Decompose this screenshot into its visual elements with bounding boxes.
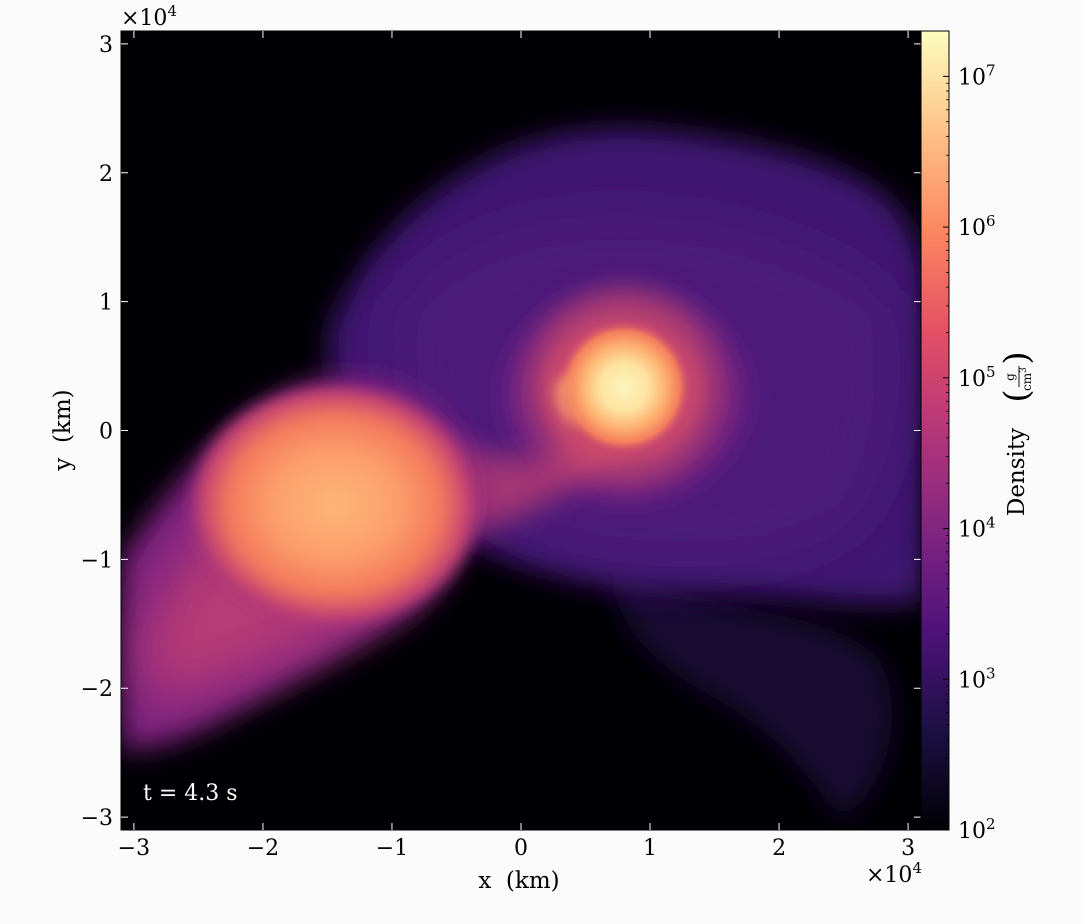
colorbar — [921, 31, 949, 830]
y-tick-label: 2 — [99, 162, 113, 187]
units-denominator: cm3 — [1019, 367, 1034, 391]
colorbar-tick-label: 107 — [958, 61, 996, 90]
y-axis-label: y (km) — [50, 389, 76, 471]
x-axis-label: x (km) — [478, 868, 559, 894]
dense-star — [556, 319, 692, 455]
y-tick-label: 3 — [99, 33, 113, 58]
x-offset-label: ×104 — [866, 859, 922, 888]
colorbar-tick-label: 106 — [958, 212, 996, 241]
x-tick-label: −2 — [247, 836, 279, 861]
colorbar-quantity: Density — [1004, 428, 1030, 516]
x-tick-label: −1 — [376, 836, 408, 861]
y-tick-label: 1 — [99, 291, 113, 316]
y-offset-label: ×104 — [121, 2, 177, 31]
y-tick-label: −1 — [81, 548, 113, 573]
x-tick-label: 1 — [643, 836, 657, 861]
x-tick-label: −3 — [118, 836, 150, 861]
outer-halo-region — [610, 560, 893, 820]
colorbar-ticks: 102 103 104 105 106 107 — [943, 30, 996, 844]
colorbar-tick-label: 102 — [958, 815, 996, 844]
x-axis: −3 −2 −1 0 1 2 3 — [118, 31, 915, 861]
colorbar-tick-label: 103 — [958, 664, 996, 693]
y-tick-label: −2 — [81, 677, 113, 702]
colorbar-frame — [920, 30, 950, 831]
colorbar-label: Density ( g cm3 ) — [997, 351, 1037, 516]
x-tick-label: 2 — [772, 836, 786, 861]
time-annotation: t = 4.3 s — [143, 781, 238, 806]
units-paren-open: ( — [997, 389, 1037, 402]
x-tick-label: 0 — [514, 836, 528, 861]
units-numerator: g — [1003, 373, 1017, 381]
colorbar-tick-label: 105 — [958, 363, 996, 392]
units-paren-close: ) — [997, 351, 1037, 364]
density-map — [121, 31, 921, 830]
y-tick-label: −3 — [81, 806, 113, 831]
disrupted-companion — [185, 380, 485, 630]
colorbar-tick-label: 104 — [958, 514, 996, 543]
y-axis: −3 −2 −1 0 1 2 3 — [81, 33, 921, 831]
x-tick-label: 3 — [901, 836, 915, 861]
crescent-feature — [555, 375, 580, 428]
y-tick-label: 0 — [99, 420, 113, 445]
